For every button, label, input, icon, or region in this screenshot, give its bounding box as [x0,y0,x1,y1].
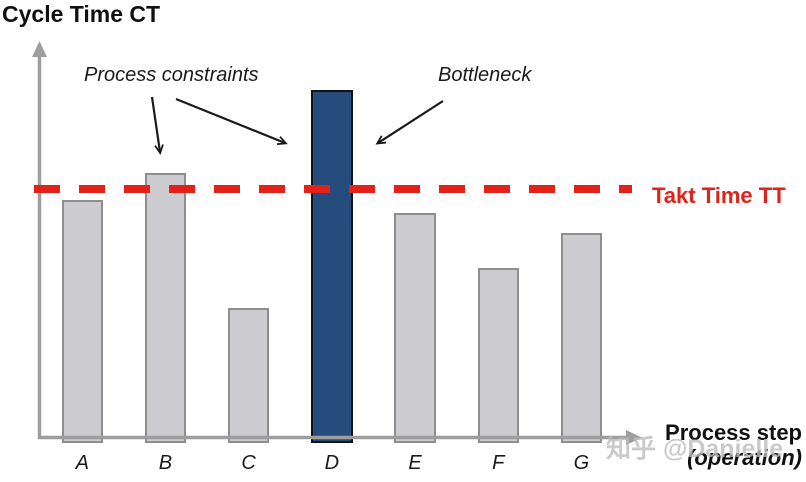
category-label-G: G [573,452,590,474]
bar-A [61,200,103,443]
x-axis-caption: Process step (operation) [665,420,802,470]
bar-D [311,90,353,443]
takt-time-label: Takt Time TT [652,183,786,208]
bar-G [560,233,603,443]
category-label-F: F [492,452,505,474]
bar-F [477,268,519,443]
watermark: 知乎 @Danielle [606,435,784,463]
process-constraints-annotation: Process constraints [84,64,259,86]
chart-title: Cycle Time CT [2,1,161,27]
x-axis-caption-line2: (operation) [687,445,802,470]
bar-E [394,213,436,443]
bar-B [144,173,187,443]
category-label-E: E [408,452,422,474]
category-label-C: C [241,452,256,474]
takt-time-dashed-line [34,185,632,193]
x-axis-caption-line1: Process step [665,420,802,445]
category-label-D: D [324,452,340,474]
category-label-B: B [158,452,173,474]
category-label-A: A [75,452,89,474]
bar-C [227,308,270,443]
bottleneck-annotation: Bottleneck [438,64,532,86]
